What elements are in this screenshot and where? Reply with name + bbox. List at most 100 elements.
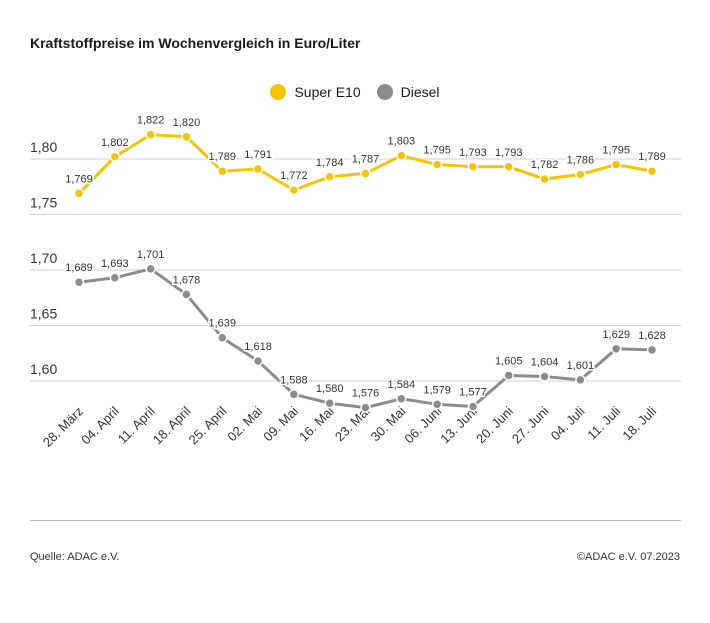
- data-point: [217, 332, 228, 343]
- data-point: [217, 165, 228, 177]
- data-label: 1,795: [423, 145, 451, 157]
- data-point: [109, 151, 121, 163]
- data-point: [646, 344, 658, 356]
- data-point: [288, 389, 300, 400]
- data-label: 1,605: [495, 355, 523, 367]
- data-label: 1,791: [244, 149, 272, 161]
- y-tick-label: 1,65: [30, 306, 57, 322]
- data-point: [252, 163, 264, 175]
- data-point: [360, 168, 371, 179]
- data-point: [575, 169, 586, 180]
- data-label: 1,789: [638, 151, 666, 163]
- data-label: 1,639: [208, 318, 236, 330]
- copyright-note: ©ADAC e.V. 07.2023: [576, 551, 680, 563]
- data-label: 1,787: [352, 153, 380, 165]
- chart-title: Kraftstoffpreise im Wochenvergleich in E…: [30, 35, 361, 51]
- legend-label-diesel: Diesel: [400, 84, 440, 100]
- data-label: 1,782: [531, 159, 559, 171]
- data-point: [431, 159, 443, 170]
- data-label: 1,628: [638, 330, 666, 342]
- x-tick-label: 02. Mai: [224, 403, 265, 444]
- y-tick-label: 1,75: [30, 195, 57, 211]
- data-label: 1,803: [388, 136, 416, 148]
- x-tick-label: 20. Juni: [473, 403, 516, 446]
- data-point: [503, 161, 514, 173]
- data-label: 1,577: [459, 387, 487, 399]
- data-point: [396, 393, 407, 405]
- y-tick-label: 1,80: [30, 139, 57, 155]
- data-point: [324, 171, 335, 183]
- x-tick-label: 27. Juni: [509, 403, 552, 446]
- data-label: 1,588: [280, 374, 308, 386]
- legend: Super E10 Diesel: [0, 84, 710, 100]
- source-note: Quelle: ADAC e.V.: [30, 551, 120, 563]
- data-label: 1,822: [137, 115, 165, 127]
- data-point: [324, 397, 335, 409]
- y-tick-label: 1,70: [30, 250, 57, 266]
- footer-divider: [30, 520, 681, 521]
- x-tick-label: 11. Juli: [584, 403, 623, 442]
- data-label: 1,793: [495, 147, 523, 159]
- x-tick-label: 04. April: [78, 403, 122, 447]
- data-label: 1,793: [459, 147, 487, 159]
- data-label: 1,584: [388, 379, 416, 391]
- x-tick-label: 30. Mai: [368, 403, 409, 444]
- x-tick-label: 09. Mai: [260, 403, 301, 444]
- data-label: 1,689: [65, 262, 93, 274]
- x-tick-label: 16. Mai: [296, 403, 337, 444]
- x-tick-label: 28. März: [40, 404, 86, 450]
- data-label: 1,604: [531, 357, 559, 369]
- data-point: [646, 165, 658, 177]
- data-point: [396, 150, 407, 161]
- data-point: [575, 374, 586, 386]
- data-label: 1,678: [173, 274, 201, 286]
- x-tick-label: 18. April: [150, 403, 194, 447]
- data-label: 1,576: [352, 388, 380, 400]
- x-tick-label: 04. Juli: [548, 403, 588, 443]
- data-label: 1,618: [244, 341, 272, 353]
- y-tick-label: 1,60: [30, 361, 57, 377]
- data-point: [539, 371, 550, 382]
- data-label: 1,769: [65, 173, 93, 185]
- legend-label-super: Super E10: [294, 84, 361, 100]
- data-point: [73, 276, 85, 288]
- data-point: [467, 161, 479, 173]
- data-point: [610, 159, 622, 170]
- x-tick-label: 11. April: [115, 403, 158, 446]
- data-point: [288, 184, 300, 196]
- data-point: [181, 289, 192, 300]
- data-point: [431, 399, 443, 410]
- legend-swatch-super: [270, 84, 287, 100]
- data-point: [610, 343, 622, 355]
- data-label: 1,784: [316, 157, 344, 169]
- x-tick-label: 25. April: [186, 403, 230, 447]
- data-label: 1,772: [280, 170, 308, 182]
- data-label: 1,693: [101, 258, 129, 270]
- legend-item-diesel: Diesel: [376, 84, 440, 100]
- data-label: 1,701: [137, 249, 165, 261]
- data-point: [252, 355, 264, 367]
- data-label: 1,789: [208, 151, 236, 163]
- data-label: 1,601: [567, 360, 595, 372]
- data-point: [503, 370, 514, 381]
- data-point: [539, 173, 550, 185]
- x-tick-label: 06. Juni: [401, 403, 444, 446]
- data-label: 1,802: [101, 137, 129, 149]
- data-label: 1,629: [602, 329, 630, 341]
- data-label: 1,786: [567, 155, 595, 167]
- legend-item-super: Super E10: [270, 84, 361, 100]
- data-label: 1,820: [173, 117, 201, 129]
- data-point: [467, 401, 479, 412]
- data-label: 1,579: [423, 384, 451, 396]
- x-tick-label: 18. Juli: [619, 403, 659, 443]
- legend-swatch-diesel: [376, 84, 393, 100]
- data-point: [145, 129, 156, 140]
- data-point: [181, 131, 192, 143]
- data-label: 1,795: [602, 145, 630, 157]
- data-point: [109, 272, 121, 284]
- data-label: 1,580: [316, 383, 344, 395]
- data-point: [145, 263, 156, 275]
- data-point: [360, 402, 371, 413]
- data-point: [73, 188, 85, 199]
